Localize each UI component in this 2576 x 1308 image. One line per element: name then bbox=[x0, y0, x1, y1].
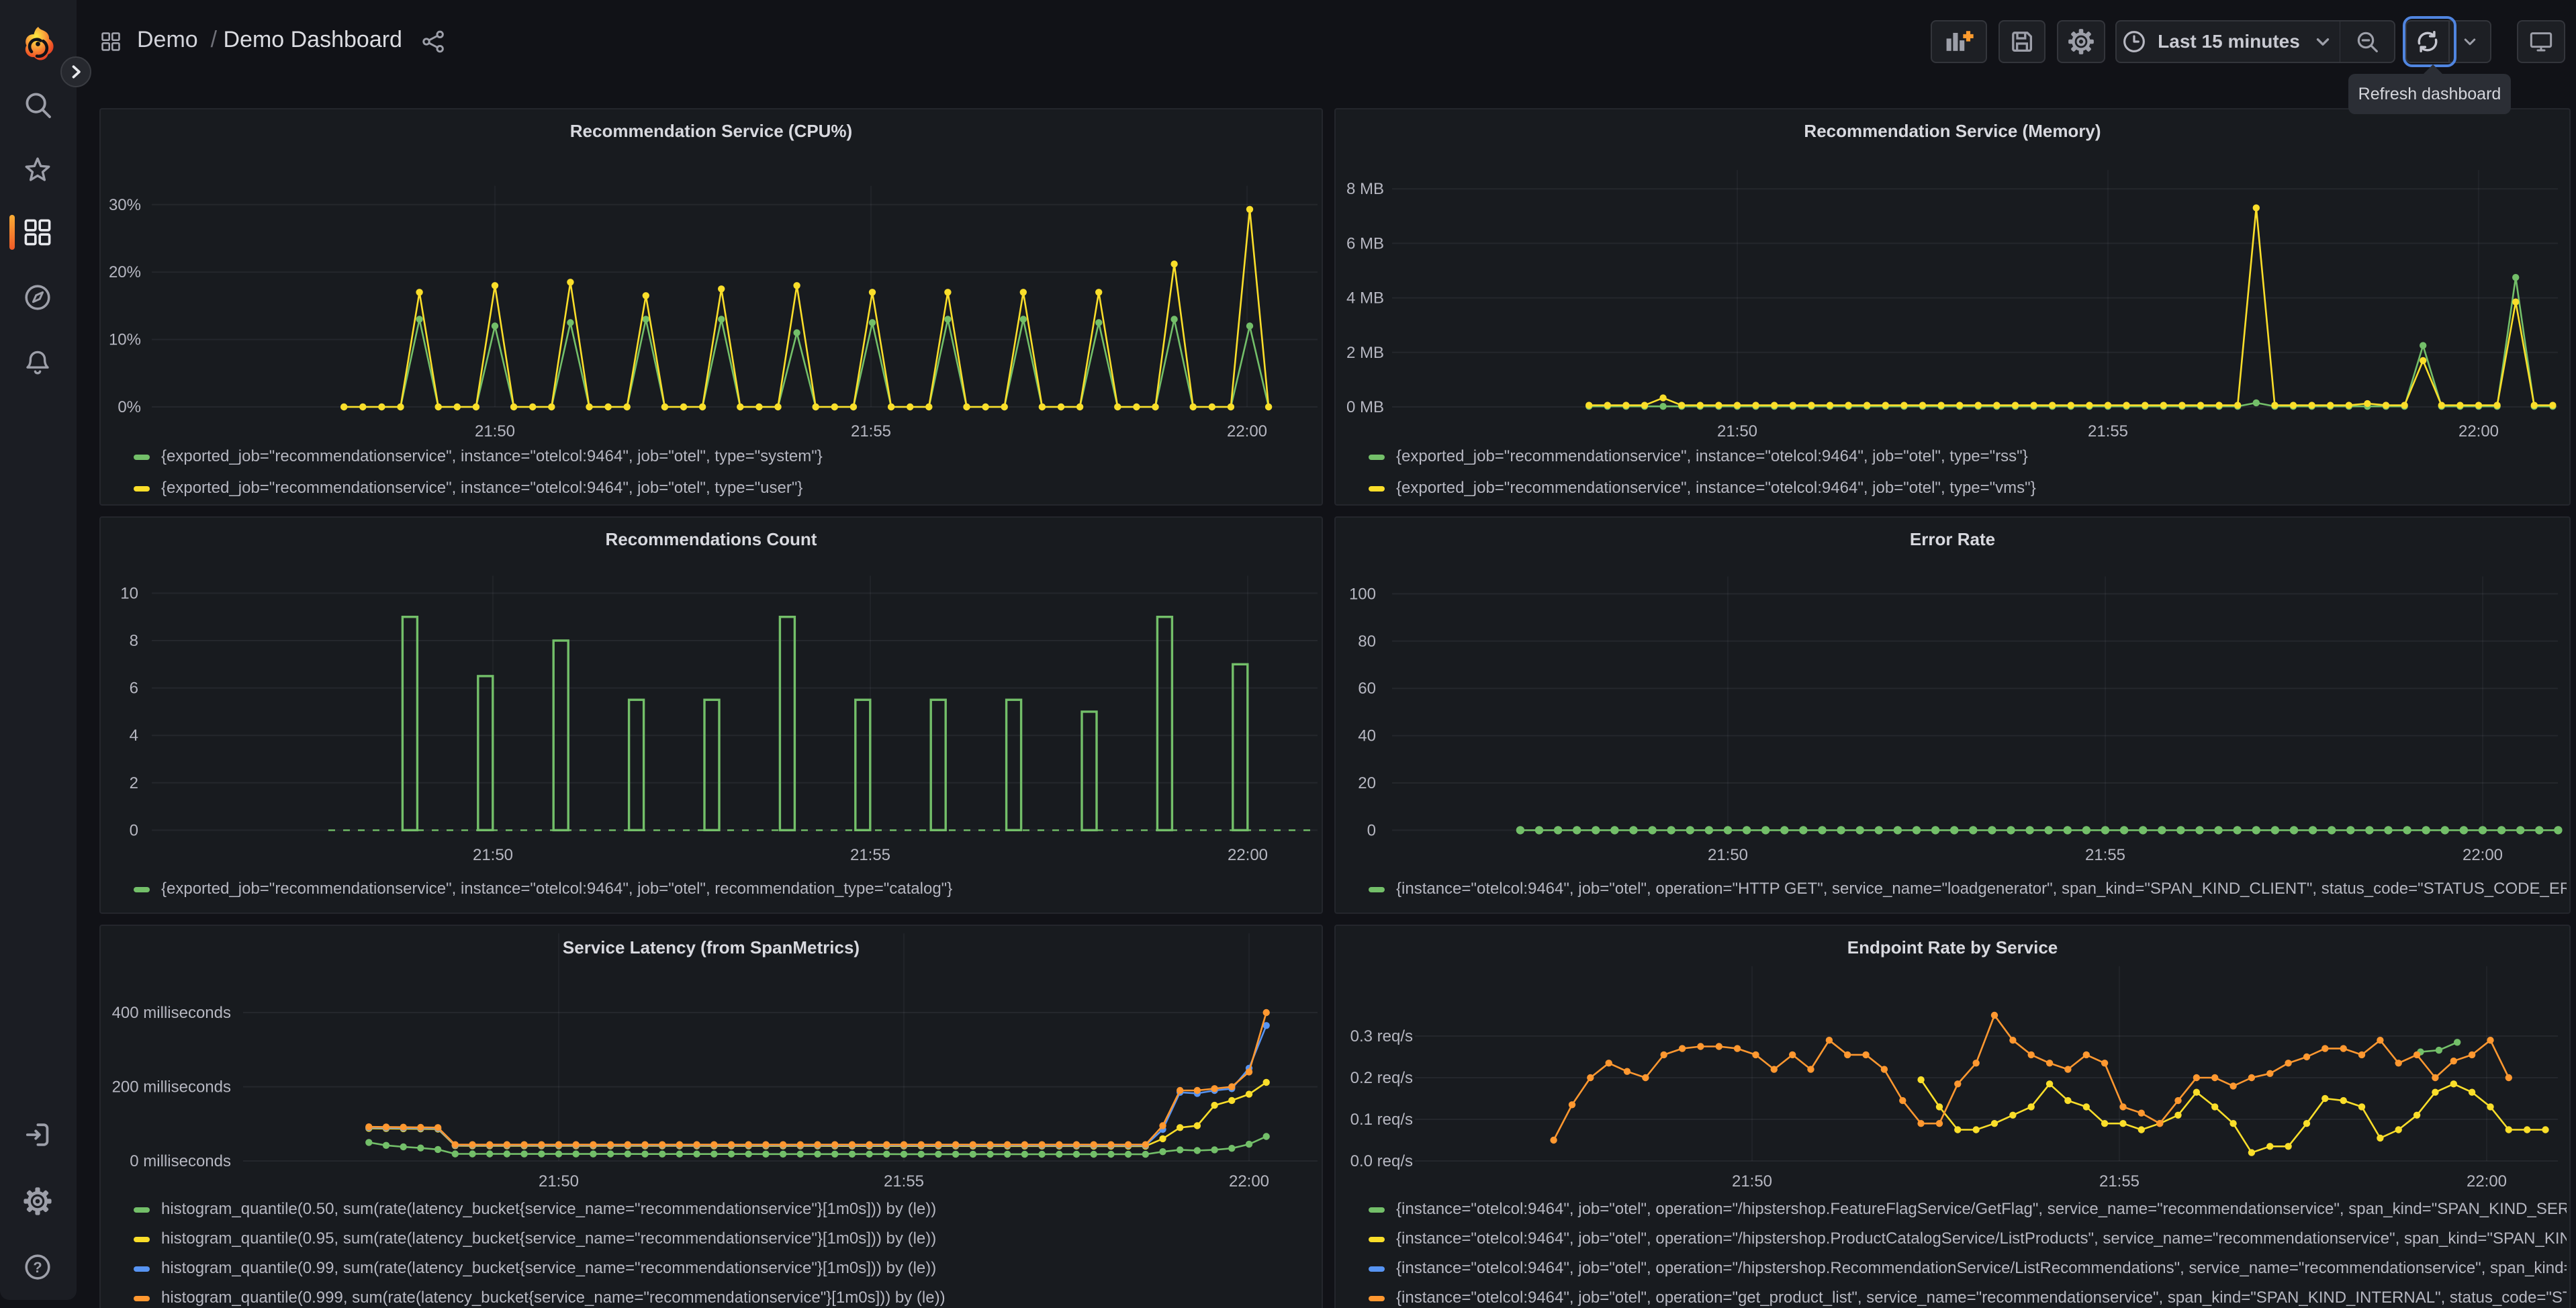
svg-text:21:55: 21:55 bbox=[851, 422, 891, 440]
svg-text:8 MB: 8 MB bbox=[1346, 180, 1384, 198]
svg-text:21:50: 21:50 bbox=[473, 846, 513, 864]
svg-text:400 milliseconds: 400 milliseconds bbox=[112, 1004, 231, 1022]
svg-text:200 milliseconds: 200 milliseconds bbox=[112, 1078, 231, 1096]
svg-text:22:00: 22:00 bbox=[2463, 846, 2503, 864]
svg-text:21:50: 21:50 bbox=[1732, 1172, 1772, 1190]
svg-text:21:50: 21:50 bbox=[475, 422, 515, 440]
svg-text:2 MB: 2 MB bbox=[1346, 344, 1384, 362]
svg-text:6 MB: 6 MB bbox=[1346, 234, 1384, 252]
svg-text:40: 40 bbox=[1358, 727, 1376, 745]
svg-text:22:00: 22:00 bbox=[1229, 1172, 1269, 1190]
svg-text:0.1 req/s: 0.1 req/s bbox=[1350, 1111, 1413, 1129]
svg-text:30%: 30% bbox=[109, 196, 141, 214]
svg-text:0.2 req/s: 0.2 req/s bbox=[1350, 1069, 1413, 1087]
svg-text:0: 0 bbox=[130, 821, 138, 839]
svg-text:21:55: 21:55 bbox=[2088, 422, 2128, 440]
svg-text:4: 4 bbox=[130, 727, 138, 745]
svg-text:20: 20 bbox=[1358, 774, 1376, 792]
svg-text:22:00: 22:00 bbox=[2458, 422, 2499, 440]
svg-text:10: 10 bbox=[120, 584, 138, 602]
svg-text:21:55: 21:55 bbox=[2085, 846, 2125, 864]
svg-text:0.0 req/s: 0.0 req/s bbox=[1350, 1152, 1413, 1170]
svg-text:100: 100 bbox=[1349, 585, 1376, 603]
svg-text:60: 60 bbox=[1358, 680, 1376, 698]
svg-text:22:00: 22:00 bbox=[2467, 1172, 2507, 1190]
svg-text:0: 0 bbox=[1367, 821, 1376, 839]
svg-text:20%: 20% bbox=[109, 263, 141, 281]
svg-text:21:50: 21:50 bbox=[1717, 422, 1757, 440]
svg-text:21:55: 21:55 bbox=[884, 1172, 924, 1190]
svg-text:22:00: 22:00 bbox=[1228, 846, 1268, 864]
svg-text:?: ? bbox=[33, 1259, 42, 1276]
svg-text:0%: 0% bbox=[118, 398, 141, 416]
svg-text:2: 2 bbox=[130, 774, 138, 792]
svg-text:4 MB: 4 MB bbox=[1346, 289, 1384, 308]
svg-text:21:55: 21:55 bbox=[2099, 1172, 2140, 1190]
svg-text:21:55: 21:55 bbox=[850, 846, 890, 864]
svg-text:0 milliseconds: 0 milliseconds bbox=[130, 1152, 231, 1170]
svg-text:8: 8 bbox=[130, 632, 138, 650]
svg-text:10%: 10% bbox=[109, 331, 141, 349]
svg-text:22:00: 22:00 bbox=[1227, 422, 1267, 440]
svg-text:0 MB: 0 MB bbox=[1346, 398, 1384, 416]
svg-text:21:50: 21:50 bbox=[539, 1172, 579, 1190]
svg-text:80: 80 bbox=[1358, 633, 1376, 651]
svg-text:0.3 req/s: 0.3 req/s bbox=[1350, 1027, 1413, 1045]
svg-text:6: 6 bbox=[130, 680, 138, 698]
svg-text:21:50: 21:50 bbox=[1708, 846, 1748, 864]
